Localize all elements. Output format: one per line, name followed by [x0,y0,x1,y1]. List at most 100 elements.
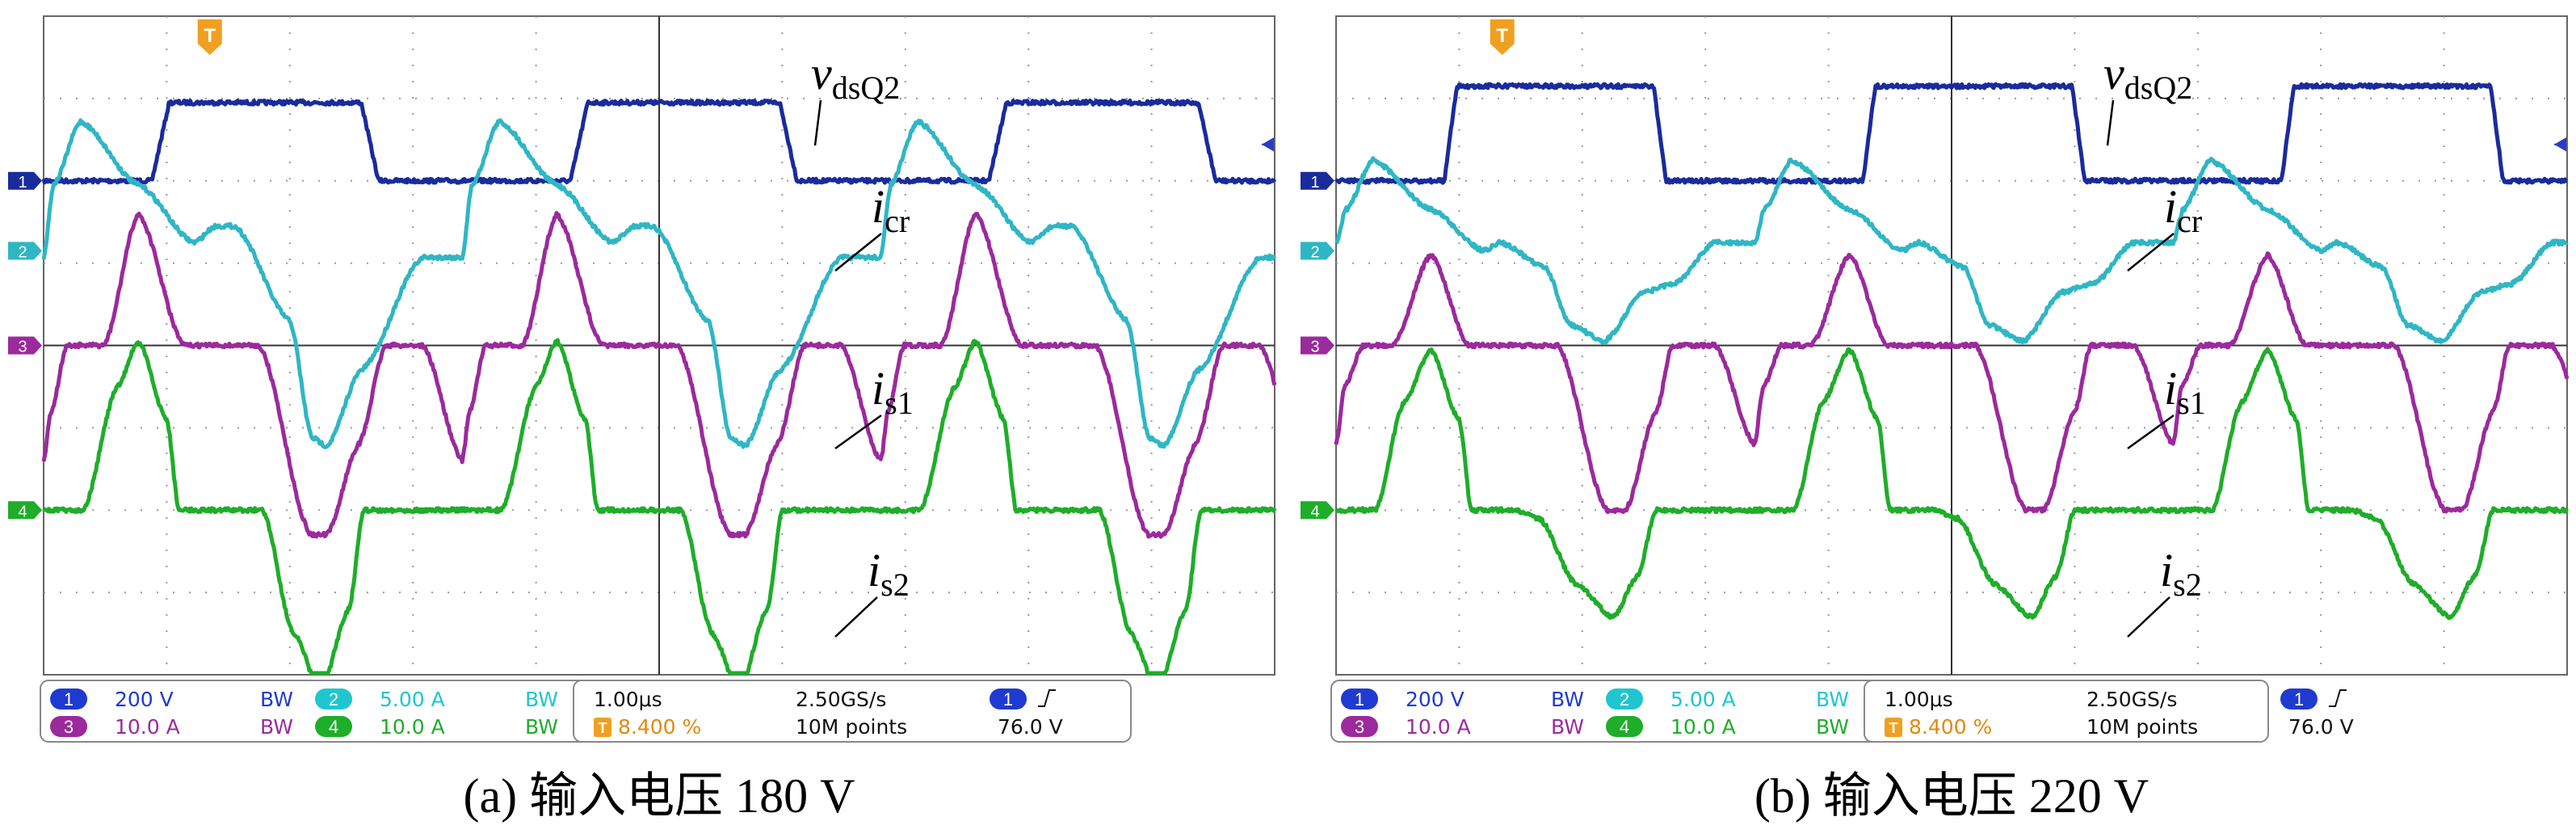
annotation-base: i [872,180,885,233]
status-ch2: 2 5.00 A BW [315,688,558,711]
trigger-level-arrow [1262,137,1274,152]
annotation-label: vdsQ2 [811,47,900,106]
trigger-marker-label: T [204,25,216,47]
status-trigger-position: 8.400 % [618,715,701,739]
status-channel-num: 1 [64,689,74,710]
status-channel-scale: 10.0 A [115,715,180,739]
status-channel-num: 4 [329,717,338,737]
annotation-subscript: s1 [885,385,914,421]
status-channel-num: 3 [1355,717,1364,737]
status-channel-scale: 5.00 A [1670,688,1736,711]
status-ch3: 3 10.0 A BW [1341,715,1584,739]
annotation-subscript: dsQ2 [832,69,900,106]
status-trigger-source: 1 [1003,689,1013,710]
channel-4-marker: 4 [1301,501,1334,520]
channel-tag-label: 1 [18,174,27,192]
annotation-v_dsQ2: vdsQ2 [2103,47,2192,146]
status-channel-badge [50,689,87,710]
status-ch2: 2 5.00 A BW [1606,688,1849,711]
status-ch4: 4 10.0 A BW [1606,715,1849,739]
channel-3-marker: 3 [1301,336,1334,356]
status-bw-label: BW [1816,715,1849,739]
trace-i_s1 [1334,251,2570,515]
status-trigger-badge [1885,718,1902,737]
acquisition-box [1864,680,2269,743]
status-channel-num: 4 [1620,717,1629,737]
channel-2-marker: 2 [8,242,42,261]
trace-i_cr [41,118,1277,449]
annotation-i_cr: icr [834,180,910,272]
status-ch4: 4 10.0 A BW [315,715,558,739]
status-channel-scale: 10.0 A [380,715,445,739]
status-channel-scale: 200 V [115,688,174,711]
annotation-label: is2 [868,544,910,603]
annotation-subscript: cr [2177,203,2202,239]
status-record-length: 10M points [796,715,907,739]
annotation-i_cr: icr [2127,180,2202,272]
channel-tag-label: 2 [1310,243,1319,261]
status-channel-num: 2 [329,689,338,710]
annotation-leader [2106,99,2115,146]
annotation-i_s2: is2 [2127,544,2202,638]
status-channel-scale: 5.00 A [380,688,445,711]
channel-tag-label: 3 [18,339,27,356]
status-bw-label: BW [1816,688,1849,711]
status-sample-rate: 2.50GS/s [796,688,886,711]
status-record-length: 10M points [2086,715,2198,739]
annotation-subscript: dsQ2 [2124,69,2192,106]
status-channel-scale: 200 V [1406,688,1464,711]
status-ch1: 1 200 V BW [50,688,293,711]
channel-tag [8,242,42,260]
status-bar: 1 200 V BW 2 5.00 A BW 3 10.0 A BW 4 10.0 A BW 1.00μ… [40,680,1132,743]
status-bw-label: BW [1551,715,1584,739]
channel-tag [1301,242,1334,260]
channel-tag [1301,501,1334,520]
trigger-marker [197,19,222,55]
trace-i_s2 [42,338,1277,676]
annotation-subscript: s1 [2177,385,2206,421]
annotation-subscript: s2 [880,566,910,603]
status-ch1: 1 200 V BW [1341,688,1584,711]
annotation-leader [813,99,822,146]
annotation-label: is2 [2160,544,2202,603]
annotation-label: icr [2164,180,2202,239]
annotation-leader [2127,596,2170,638]
annotation-label: vdsQ2 [2103,47,2192,106]
trace-i_s2 [1334,347,2570,621]
channel-tag-label: 4 [18,503,27,520]
channel-tag-label: 2 [18,243,27,261]
channel-tag-label: 1 [1310,174,1319,192]
status-channel-badge [1341,716,1378,737]
annotation-label: is1 [872,362,914,421]
status-channel-num: 2 [1620,689,1629,710]
status-channel-scale: 10.0 A [1670,715,1736,739]
annotation-base: i [2160,544,2173,596]
annotation-subscript: cr [885,203,910,239]
trigger-marker [1490,19,1515,55]
status-trigger-source: 1 [2294,689,2304,710]
trace-v_dsQ2 [41,99,1277,185]
status-timebase: 1.00μs [594,688,662,711]
status-trigger-badge-label: T [1889,720,1898,736]
status-trigger-level: 76.0 V [2288,715,2354,739]
annotation-base: v [2103,47,2124,99]
channel-1-marker: 1 [1301,171,1334,192]
panel-caption: (b) 输入电压 220 V [1754,769,2149,823]
status-bw-label: BW [1551,688,1584,711]
trace-i_s1 [41,211,1277,539]
status-sample-rate: 2.50GS/s [2086,688,2177,711]
status-channel-badge [1606,689,1643,710]
status-bw-label: BW [525,688,558,711]
status-channel-num: 1 [1355,689,1364,710]
status-bw-label: BW [525,715,558,739]
annotation-leader [2127,233,2175,272]
annotation-i_s2: is2 [834,544,910,638]
channel-tag [8,501,42,520]
annotation-i_s1: is1 [834,362,914,450]
channel-tag [1301,171,1334,190]
channel-tag-label: 3 [1310,339,1319,356]
status-ch3: 3 10.0 A BW [50,715,293,739]
